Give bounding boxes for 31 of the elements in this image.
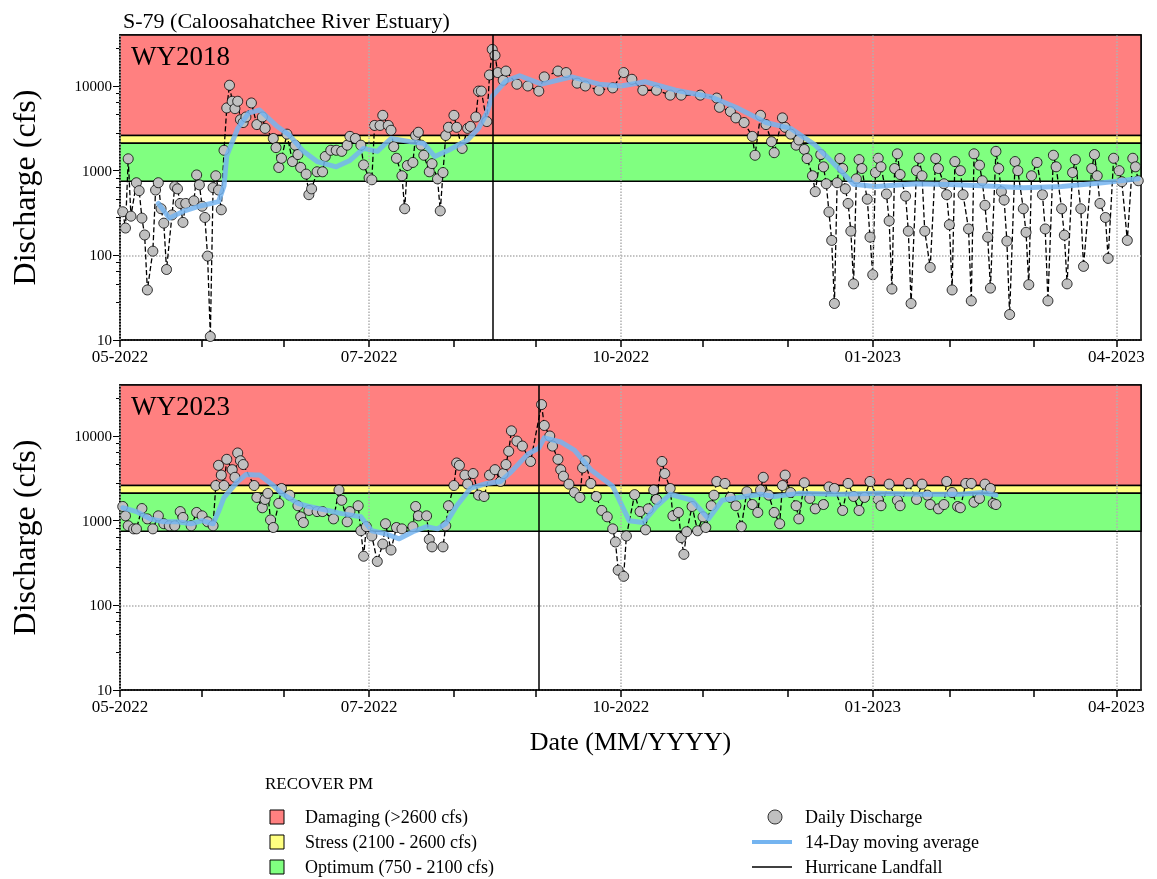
y-tick-label: 10000 (74, 77, 112, 94)
y-tick-label: 10000 (74, 427, 112, 444)
y-axis-title: Discharge (cfs) (6, 89, 42, 286)
legend-label: Optimum (750 - 2100 cfs) (305, 857, 494, 878)
chart-subtitle: WY2018 (131, 40, 230, 71)
x-tick-label: 05-2022 (91, 347, 149, 366)
y-tick-label: 10 (97, 682, 112, 698)
legend-label: 14-Day moving average (805, 832, 979, 852)
x-tick-label: 01-2023 (844, 697, 902, 716)
legend-title: RECOVER PM (265, 773, 374, 793)
x-tick-label: 04-2023 (1088, 347, 1145, 366)
y-tick-label: 100 (89, 247, 112, 264)
legend-label: Stress (2100 - 2600 cfs) (305, 832, 477, 853)
y-axis-title: Discharge (cfs) (6, 439, 42, 636)
y-tick-label: 10 (97, 332, 112, 348)
legend-label: Daily Discharge (805, 807, 923, 827)
y-tick-label: 1000 (82, 512, 112, 529)
y-tick-label: 100 (89, 597, 112, 614)
chart-subtitle: WY2023 (131, 390, 230, 421)
chart-title: S-79 (Caloosahatchee River Estuary) (123, 7, 450, 33)
x-tick-label: 10-2022 (592, 347, 650, 366)
x-axis-title: Date (MM/YYYY) (529, 726, 732, 756)
x-tick-label: 07-2022 (340, 347, 398, 366)
x-tick-label: 10-2022 (592, 697, 650, 716)
x-tick-label: 07-2022 (340, 697, 398, 716)
y-tick-label: 1000 (82, 162, 112, 179)
x-tick-label: 05-2022 (91, 697, 149, 716)
x-tick-label: 04-2023 (1088, 697, 1145, 716)
legend-label: Hurricane Landfall (805, 857, 943, 877)
x-tick-label: 01-2023 (844, 347, 902, 366)
legend-label: Damaging (>2600 cfs) (305, 807, 469, 828)
